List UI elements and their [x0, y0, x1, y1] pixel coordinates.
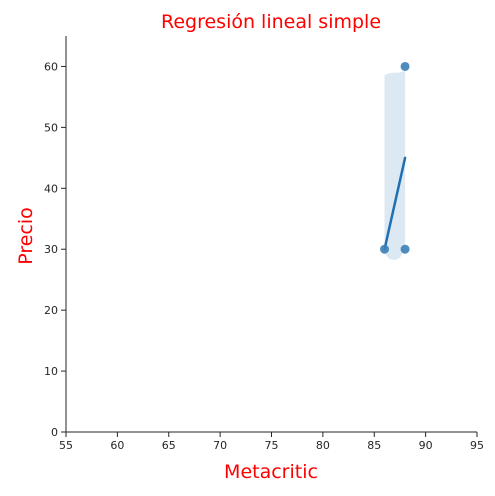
x-tick-label-90: 90 — [419, 439, 433, 452]
x-tick-label-60: 60 — [110, 439, 124, 452]
x-tick-label-85: 85 — [367, 439, 381, 452]
regression-line — [383, 156, 407, 251]
y-tick-label-0: 0 — [51, 426, 58, 439]
y-tick-label-40: 40 — [44, 182, 58, 195]
plot-area: 55 60 65 70 75 80 85 90 95 0 10 20 30 40 50 60 — [44, 36, 484, 452]
x-tick-label-95: 95 — [470, 439, 484, 452]
x-tick-label-80: 80 — [316, 439, 330, 452]
x-axis-label: Metacritic — [224, 461, 318, 483]
y-tick-label-60: 60 — [44, 60, 58, 73]
y-tick-label-50: 50 — [44, 121, 58, 134]
data-point-3 — [400, 61, 410, 71]
x-tick-label-75: 75 — [265, 439, 279, 452]
data-point-2 — [400, 244, 410, 254]
confidence-band — [384, 70, 406, 261]
y-tick-label-20: 20 — [44, 304, 58, 317]
chart-title: Regresión lineal simple — [161, 11, 381, 33]
data-point-1 — [380, 244, 390, 254]
y-axis-label: Precio — [15, 207, 37, 265]
y-tick-label-10: 10 — [44, 365, 58, 378]
y-tick-label-30: 30 — [44, 243, 58, 256]
x-tick-label-65: 65 — [162, 439, 176, 452]
x-tick-label-55: 55 — [59, 439, 73, 452]
x-tick-label-70: 70 — [213, 439, 227, 452]
